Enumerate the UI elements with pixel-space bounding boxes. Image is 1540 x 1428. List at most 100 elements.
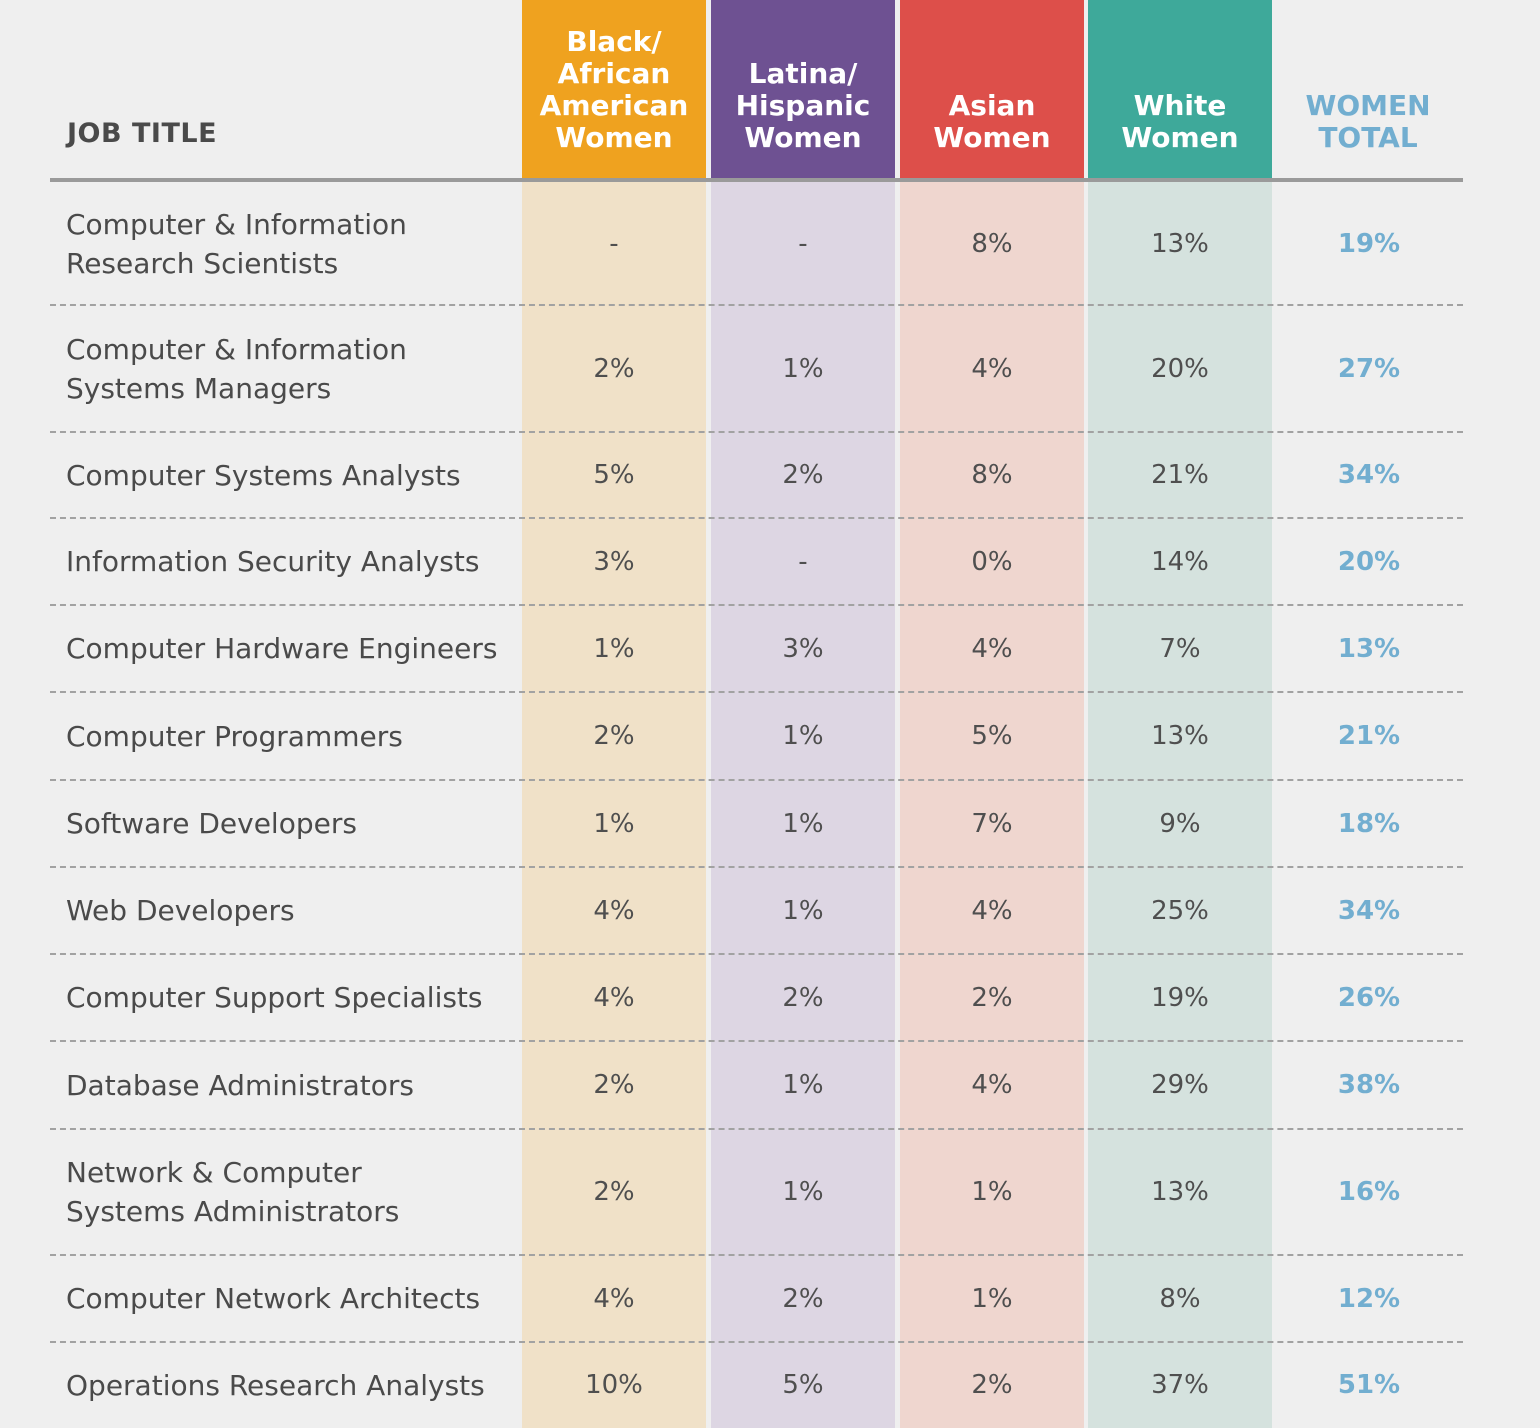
job-title-line: Computer Systems Analysts [66,458,461,492]
table-row: Network & Computer Systems Administrators… [0,1129,1540,1255]
women-total-cell: 21% [1337,721,1401,751]
table-row: Information Security Analysts 3% - 0% 14% 20% [0,518,1540,605]
value-cell-latina: 2% [782,1283,824,1314]
total-header-line: WOMEN [1305,89,1431,122]
women-total-cell: 26% [1337,982,1401,1013]
value-cell-asian: 1% [971,1283,1013,1314]
value-cell-latina: - [798,546,808,577]
column-band-asian [900,0,1084,1428]
value-cell-latina: - [798,228,808,259]
table-row: Computer Programmers 2% 1% 5% 13% 21% [0,692,1540,780]
table-row: Database Administrators 2% 1% 4% 29% 38% [0,1041,1540,1129]
job-title-line: Software Developers [66,807,357,840]
value-cell-white: 13% [1151,721,1209,751]
table-row: Web Developers 4% 1% 4% 25% 34% [0,867,1540,954]
column-header-line: Asian [948,89,1036,122]
job-title-header: JOB TITLE [67,118,218,149]
value-cell-latina: 1% [782,1070,824,1100]
column-header-line: Latina/ [748,57,858,90]
value-cell-black: 2% [593,1070,635,1100]
value-cell-white: 9% [1159,808,1201,839]
job-title-cell: Computer Hardware Engineers [66,605,506,692]
job-title-line: Computer Hardware Engineers [66,632,498,665]
women-total-cell: 16% [1337,1177,1401,1207]
row-divider [50,1254,1463,1256]
row-divider [50,304,1463,306]
job-title-line: Computer Support Specialists [66,981,483,1014]
value-cell-asian: 2% [971,1370,1013,1400]
column-band-white [1088,0,1272,1428]
value-cell-black: 2% [593,353,635,384]
women-total-cell: 34% [1337,460,1401,490]
job-title-line: Information Security Analysts [66,545,480,578]
row-divider [50,1341,1463,1343]
value-cell-latina: 1% [782,895,824,926]
row-divider [50,866,1463,868]
column-header-line: Hispanic [735,89,871,122]
value-cell-black: 2% [593,1177,635,1207]
value-cell-black: 4% [593,982,635,1013]
value-cell-latina: 1% [782,808,824,839]
job-title-cell: Web Developers [66,867,506,954]
women-total-cell: 18% [1337,808,1401,839]
value-cell-asian: 2% [971,982,1013,1013]
value-cell-latina: 1% [782,1177,824,1207]
value-cell-asian: 7% [971,808,1013,839]
value-cell-white: 7% [1159,633,1201,664]
column-header-line: Women [1121,121,1239,154]
value-cell-latina: 5% [782,1370,824,1400]
job-title-cell: Database Administrators [66,1041,506,1129]
value-cell-asian: 4% [971,633,1013,664]
column-header-white: White Women [1088,0,1272,178]
row-divider [50,953,1463,955]
job-title-cell: Operations Research Analysts [66,1342,506,1428]
column-header-line: Women [933,121,1051,154]
value-cell-black: 4% [593,895,635,926]
value-cell-white: 21% [1151,460,1209,490]
row-divider [50,691,1463,693]
value-cell-asian: 8% [971,228,1013,259]
header-rule [50,178,1463,182]
table-row: Operations Research Analysts 10% 5% 2% 37% 51… [0,1342,1540,1428]
value-cell-asian: 0% [971,546,1013,577]
job-title-line: Computer & Information [66,332,407,366]
job-title-cell: Information Security Analysts [66,518,506,605]
table-row: Computer & Information Research Scientist… [0,182,1540,305]
job-title-cell: Computer & Information Systems Managers [66,305,506,432]
column-header-line: White [1133,89,1227,122]
value-cell-white: 14% [1151,546,1209,577]
value-cell-white: 13% [1151,1177,1209,1207]
value-cell-white: 19% [1151,982,1209,1013]
row-divider [50,431,1463,433]
table-row: Computer Support Specialists 4% 2% 2% 19% 26% [0,954,1540,1041]
value-cell-white: 29% [1151,1070,1209,1100]
row-divider [50,1040,1463,1042]
value-cell-latina: 1% [782,721,824,751]
job-title-cell: Computer Programmers [66,692,506,780]
value-cell-asian: 4% [971,353,1013,384]
value-cell-white: 37% [1151,1370,1209,1400]
value-cell-black: 3% [593,546,635,577]
column-header-line: Women [555,121,673,154]
column-header-line: Women [744,121,862,154]
job-title-line: Computer & Information [66,207,407,241]
column-header-line: American [539,89,689,122]
job-title-cell: Computer Support Specialists [66,954,506,1041]
job-title-line: Systems Administrators [66,1195,400,1228]
job-title-cell: Computer & Information Research Scientist… [66,182,506,305]
column-header-asian: Asian Women [900,0,1084,178]
job-title-cell: Network & Computer Systems Administrators [66,1129,506,1255]
column-header-latina: Latina/Hispanic Women [711,0,895,178]
job-title-line: Web Developers [66,894,295,927]
job-title-line: Research Scientists [66,246,339,280]
column-band-latina [711,0,895,1428]
value-cell-latina: 2% [782,982,824,1013]
total-header-line: TOTAL [1318,121,1418,154]
value-cell-black: 1% [593,808,635,839]
women-total-cell: 38% [1337,1070,1401,1100]
value-cell-black: 4% [593,1283,635,1314]
value-cell-latina: 2% [782,460,824,490]
job-title-line: Database Administrators [66,1068,414,1102]
value-cell-asian: 5% [971,721,1013,751]
